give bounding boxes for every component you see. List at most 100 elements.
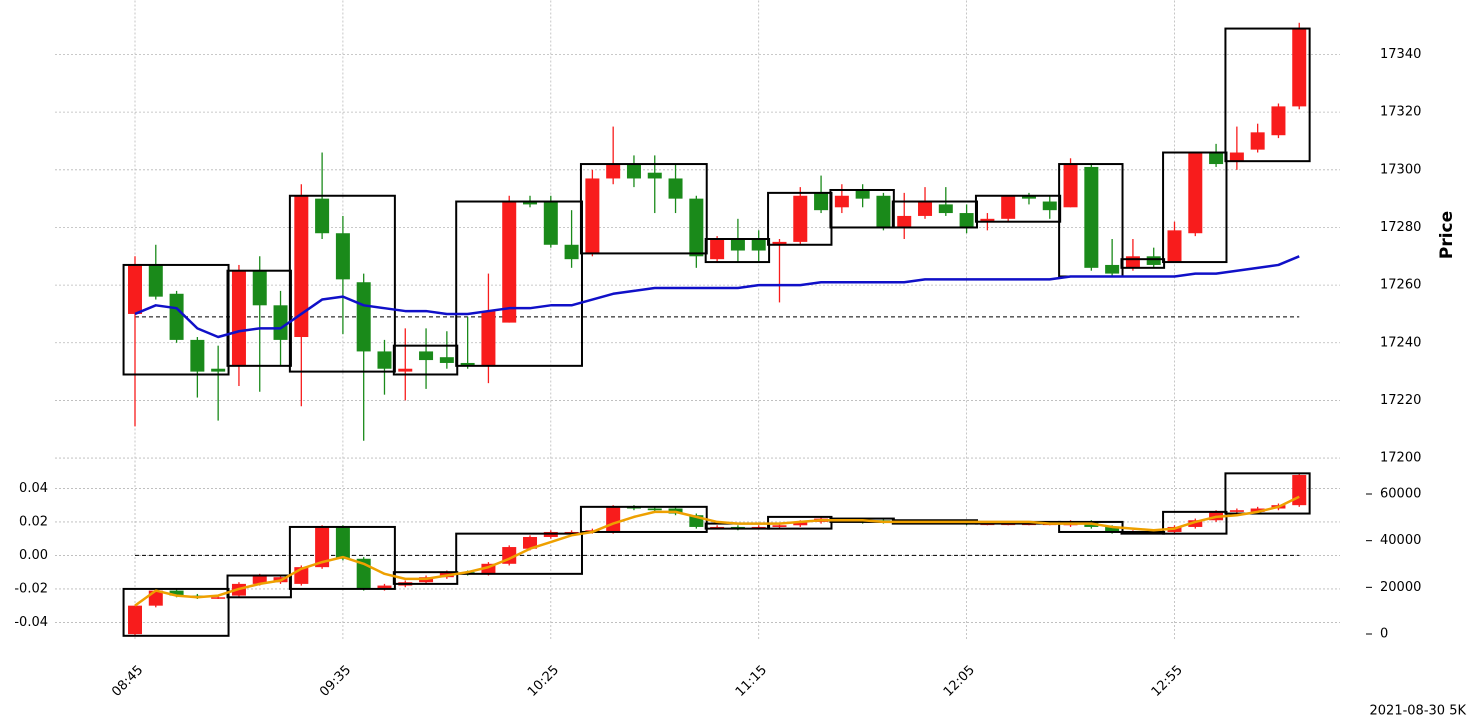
range-box (122, 587, 230, 637)
range-box (226, 269, 292, 367)
y-tick-label: 0.02 (19, 514, 48, 529)
candle-body (273, 305, 288, 340)
candle-body (377, 351, 392, 369)
candle-body (315, 526, 330, 568)
candle-body (606, 506, 621, 532)
candle-body (1042, 201, 1057, 211)
candle-body (585, 178, 600, 254)
range-box (829, 188, 895, 229)
y-tick-label: 17240 (1380, 335, 1421, 350)
range-box (767, 191, 833, 246)
candle-body (959, 213, 974, 228)
candle-body (1250, 132, 1265, 150)
candle-body (252, 575, 267, 584)
candle-body (980, 218, 995, 222)
candle-body (1229, 152, 1244, 162)
y2-tick-label: 60000 (1380, 487, 1421, 502)
candle-body (1209, 152, 1224, 165)
candle-body (647, 172, 662, 179)
y-tick-label: 17280 (1380, 220, 1421, 235)
candle-body (606, 164, 621, 179)
candle-body (294, 195, 309, 338)
range-box (455, 200, 583, 367)
x-tick-label: 12:55 (1149, 663, 1186, 700)
candle-body (1125, 256, 1140, 268)
y-tick-label: 17200 (1380, 451, 1421, 466)
range-box (579, 163, 708, 255)
candle-body (252, 270, 267, 306)
candle-body (668, 178, 683, 199)
candle-body (938, 204, 953, 214)
candle-body (169, 590, 184, 596)
range-box (1120, 530, 1166, 535)
candle-body (128, 264, 142, 314)
candle-body (543, 201, 558, 245)
candle-body (647, 508, 662, 511)
candle-body (1188, 152, 1203, 234)
range-box (1162, 510, 1228, 535)
range-box (122, 263, 230, 376)
candle-body (377, 585, 392, 589)
y-tick-label: 17260 (1380, 278, 1421, 293)
candle-body (190, 339, 205, 372)
range-box (455, 532, 583, 575)
candle-body (211, 597, 226, 599)
range-box (392, 344, 459, 376)
x-tick-label: 12:05 (941, 663, 978, 700)
candle-body (481, 311, 496, 366)
y-tick-label: -0.04 (14, 615, 48, 630)
candle-body (523, 536, 538, 549)
range-box (288, 525, 396, 590)
candle-body (439, 357, 454, 363)
range-box (891, 200, 978, 229)
footer: 2021-08-30 5K (1370, 704, 1467, 719)
candle-body (772, 241, 787, 245)
y-tick-label: 17320 (1380, 105, 1421, 120)
candle-body (897, 215, 912, 228)
x-tick-label: 11:15 (733, 663, 770, 700)
candle-body (710, 239, 725, 260)
candle-body (169, 293, 184, 340)
candle-body (814, 192, 829, 211)
candle-body (1105, 264, 1120, 274)
moving-average-line (134, 495, 1300, 607)
candle-body (128, 605, 142, 635)
candle-body (1188, 520, 1203, 527)
range-box (1224, 472, 1311, 515)
candle-body (1001, 195, 1016, 219)
range-box (974, 194, 1062, 223)
candle-body (523, 201, 538, 205)
candle-body (1229, 510, 1244, 512)
range-box (288, 194, 396, 373)
x-tick-label: 09:35 (317, 663, 354, 700)
candle-body (918, 201, 933, 216)
candle-body (1063, 164, 1078, 208)
candle-body (460, 362, 475, 366)
y-tick-label: 17300 (1380, 162, 1421, 177)
candle-body (1021, 195, 1036, 199)
candle-body (1084, 166, 1099, 268)
y-tick-label: 17220 (1380, 393, 1421, 408)
x-tick-label: 10:25 (525, 663, 562, 700)
moving-average-line (134, 255, 1300, 339)
candle-body (626, 164, 641, 179)
y-tick-label: 17340 (1380, 47, 1421, 62)
candle-body (211, 368, 226, 372)
y-tick-label: 0.04 (19, 481, 48, 496)
x-tick-label: 08:45 (109, 663, 146, 700)
range-box (226, 574, 292, 599)
candle-body (1250, 508, 1265, 512)
candle-body (834, 195, 849, 208)
candle-body (148, 264, 163, 297)
range-box (1224, 27, 1311, 163)
candle-body (502, 201, 517, 323)
y2-tick-label: 0 (1380, 627, 1388, 642)
candle-body (356, 282, 371, 352)
candle-body (398, 368, 413, 372)
candle-body (855, 189, 870, 199)
candle-body (1146, 256, 1161, 265)
candle-body (1167, 230, 1182, 263)
y-axis-title: Price (1437, 211, 1457, 259)
y2-tick-label: 40000 (1380, 533, 1421, 548)
candle-body (689, 198, 704, 257)
